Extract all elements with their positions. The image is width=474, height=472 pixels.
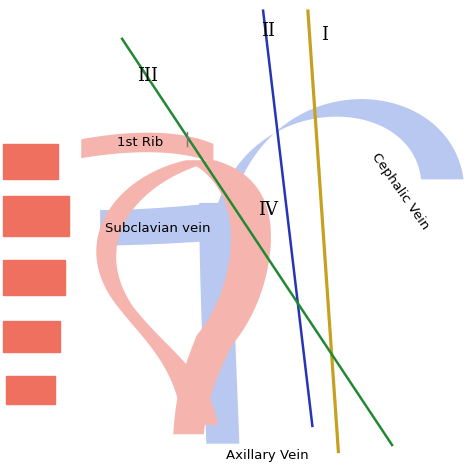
Bar xyxy=(3,321,60,352)
Bar xyxy=(3,144,58,179)
Text: 1st Rib: 1st Rib xyxy=(117,135,164,149)
Text: I: I xyxy=(321,26,328,44)
Bar xyxy=(3,260,65,295)
Text: Axillary Vein: Axillary Vein xyxy=(227,449,309,462)
Text: Subclavian vein: Subclavian vein xyxy=(105,222,210,236)
Text: II: II xyxy=(261,22,274,40)
Text: Cephalic Vein: Cephalic Vein xyxy=(369,151,431,232)
Polygon shape xyxy=(96,160,218,425)
Polygon shape xyxy=(173,160,271,434)
Text: IV: IV xyxy=(258,201,278,219)
Polygon shape xyxy=(218,99,464,203)
Polygon shape xyxy=(81,133,213,163)
Text: III: III xyxy=(137,67,158,84)
Bar xyxy=(6,376,55,404)
Polygon shape xyxy=(100,203,218,245)
Bar xyxy=(3,196,69,236)
Polygon shape xyxy=(199,203,239,444)
